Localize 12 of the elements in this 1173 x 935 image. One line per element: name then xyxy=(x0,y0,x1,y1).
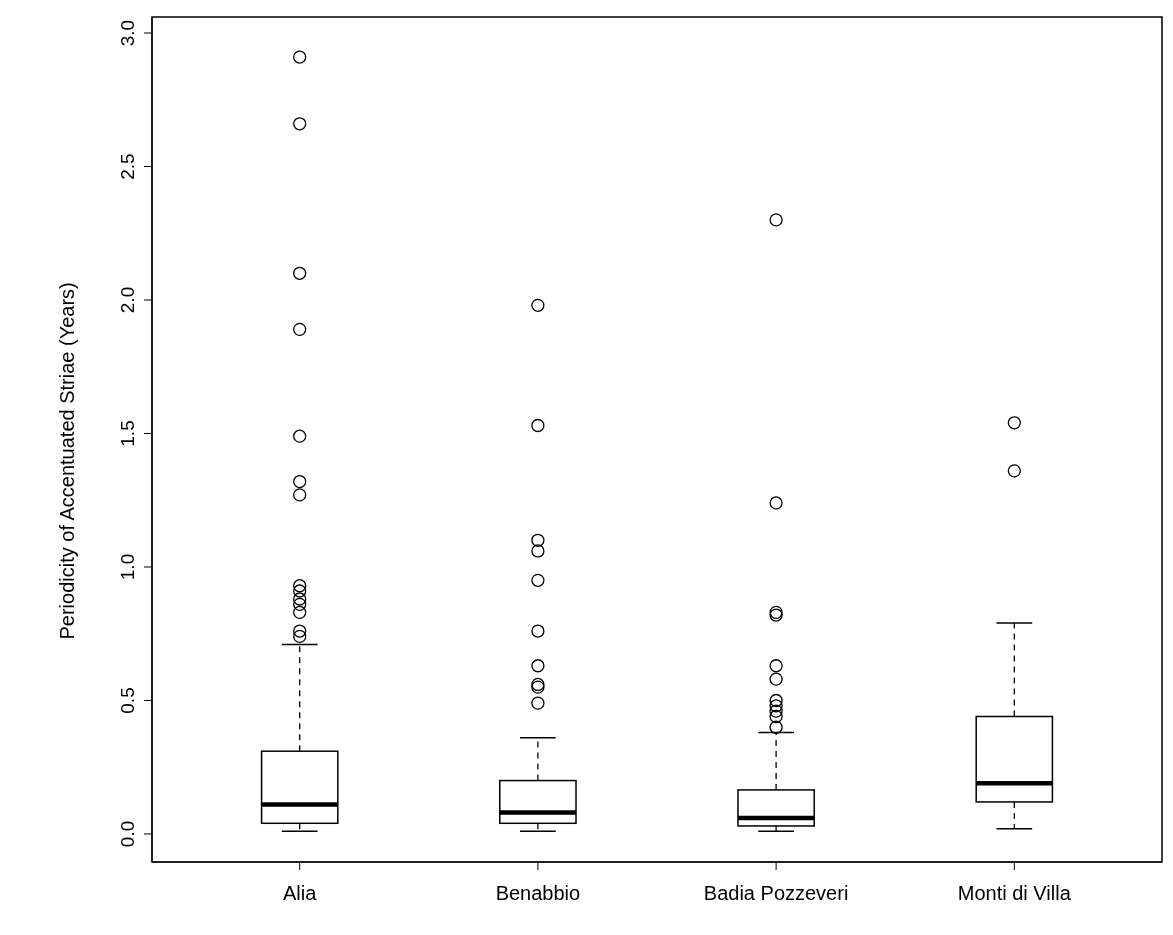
y-tick-label: 0.0 xyxy=(117,820,138,848)
y-axis-title: Periodicity of Accentuated Striae (Years) xyxy=(56,282,79,640)
x-tick-label: Badia Pozzeveri xyxy=(703,882,849,905)
x-tick-label: Alia xyxy=(283,882,318,905)
x-tick-label: Monti di Villa xyxy=(957,882,1072,905)
y-tick-label: 1.5 xyxy=(117,420,138,447)
x-tick-label: Benabbio xyxy=(495,882,581,905)
y-tick-label: 1.0 xyxy=(117,553,138,581)
y-tick-label: 3.0 xyxy=(117,19,138,47)
y-tick-label: 0.5 xyxy=(117,687,138,714)
y-tick-label: 2.5 xyxy=(117,153,138,180)
y-tick-label: 2.0 xyxy=(117,286,138,314)
